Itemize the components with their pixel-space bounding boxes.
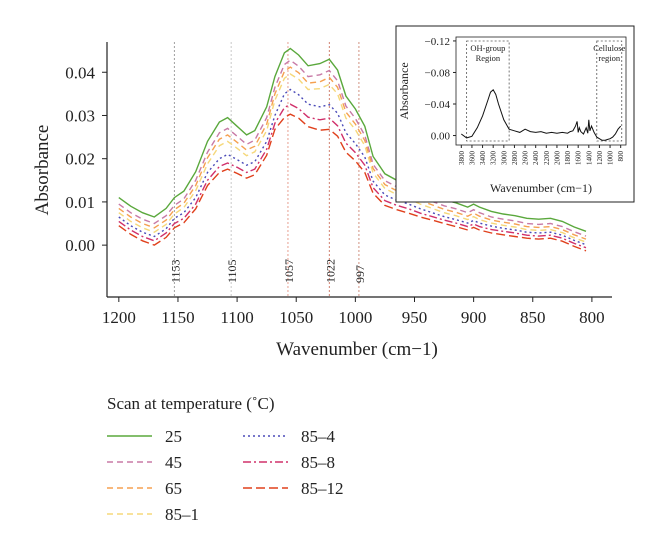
y-axis-label: Absorbance — [32, 125, 53, 216]
legend-label: 85–4 — [301, 427, 336, 446]
y-tick-label: 0.02 — [65, 150, 95, 169]
x-tick-label: 800 — [579, 308, 605, 327]
inset-region-label: region — [598, 53, 620, 63]
legend-label: 85–1 — [165, 505, 199, 524]
inset-plot-area — [455, 36, 627, 146]
y-tick-label: 0.04 — [65, 63, 95, 82]
inset-y-tick-label: −0.12 — [425, 36, 450, 48]
series-line-6 — [118, 113, 587, 252]
y-tick-label: 0.00 — [65, 236, 95, 255]
inset-frame — [395, 25, 635, 203]
annotation-label: 1105 — [225, 259, 239, 283]
inset-x-tick-label: 1400 — [585, 151, 593, 166]
inset-x-tick-label: 1800 — [564, 151, 572, 166]
legend-label: 25 — [165, 427, 182, 446]
x-axis-label: Wavenumber (cm−1) — [276, 339, 438, 360]
x-tick-label: 850 — [520, 308, 546, 327]
y-tick-label: 0.03 — [65, 106, 95, 125]
legend-label: 45 — [165, 453, 182, 472]
inset-x-tick-label: 2600 — [522, 151, 530, 166]
annotation-label: 1057 — [282, 259, 296, 283]
x-tick-label: 1100 — [220, 308, 253, 327]
annotation-label: 1022 — [323, 259, 337, 283]
inset-region-box — [466, 40, 510, 142]
x-tick-label: 1200 — [102, 308, 136, 327]
series-line-0 — [118, 47, 587, 232]
series-line-5 — [118, 103, 587, 249]
annotation-label: 1153 — [168, 259, 182, 283]
series-line-1 — [118, 59, 587, 237]
series-line-3 — [118, 73, 587, 243]
inset-region-box — [596, 40, 623, 142]
x-tick-label: 1150 — [161, 308, 194, 327]
inset-series-line — [461, 89, 622, 141]
x-tick-label: 1050 — [279, 308, 313, 327]
inset-x-tick-label: 2000 — [553, 151, 561, 166]
inset-x-tick-label: 2400 — [532, 151, 540, 166]
x-tick-label: 1000 — [338, 308, 372, 327]
inset-y-tick-label: −0.08 — [425, 67, 451, 79]
legend-label: 85–8 — [301, 453, 335, 472]
inset-x-tick-label: 3600 — [468, 151, 476, 166]
inset-region-label: Region — [476, 53, 501, 63]
inset-y-tick-label: −0.04 — [425, 99, 451, 111]
inset-x-tick-label: 2200 — [543, 151, 551, 166]
series-line-2 — [118, 66, 587, 240]
inset-x-tick-label: 3000 — [500, 151, 508, 166]
legend-label: 85–12 — [301, 479, 344, 498]
inset-y-axis-label: Absorbance — [397, 62, 411, 119]
inset-x-tick-label: 1200 — [596, 151, 604, 166]
inset-x-tick-label: 3800 — [458, 151, 466, 166]
inset-y-tick-label: 0.00 — [431, 131, 451, 143]
x-tick-label: 950 — [402, 308, 428, 327]
inset-x-tick-label: 2800 — [511, 151, 519, 166]
inset-x-axis-label: Wavenumber (cm−1) — [490, 181, 592, 195]
y-tick-label: 0.01 — [65, 193, 95, 212]
inset-x-tick-label: 3200 — [490, 151, 498, 166]
inset-x-tick-label: 1600 — [575, 151, 583, 166]
inset-region-label: OH-group — [470, 43, 505, 53]
annotation-label: 997 — [353, 265, 367, 283]
inset-region-label: Cellulose — [593, 43, 625, 53]
inset-x-tick-label: 3400 — [479, 151, 487, 166]
inset-x-tick-label: 800 — [617, 151, 625, 162]
inset-x-tick-label: 1000 — [607, 151, 615, 166]
legend-title: Scan at temperature (˚C) — [107, 394, 275, 413]
x-tick-label: 900 — [461, 308, 487, 327]
legend-label: 65 — [165, 479, 182, 498]
